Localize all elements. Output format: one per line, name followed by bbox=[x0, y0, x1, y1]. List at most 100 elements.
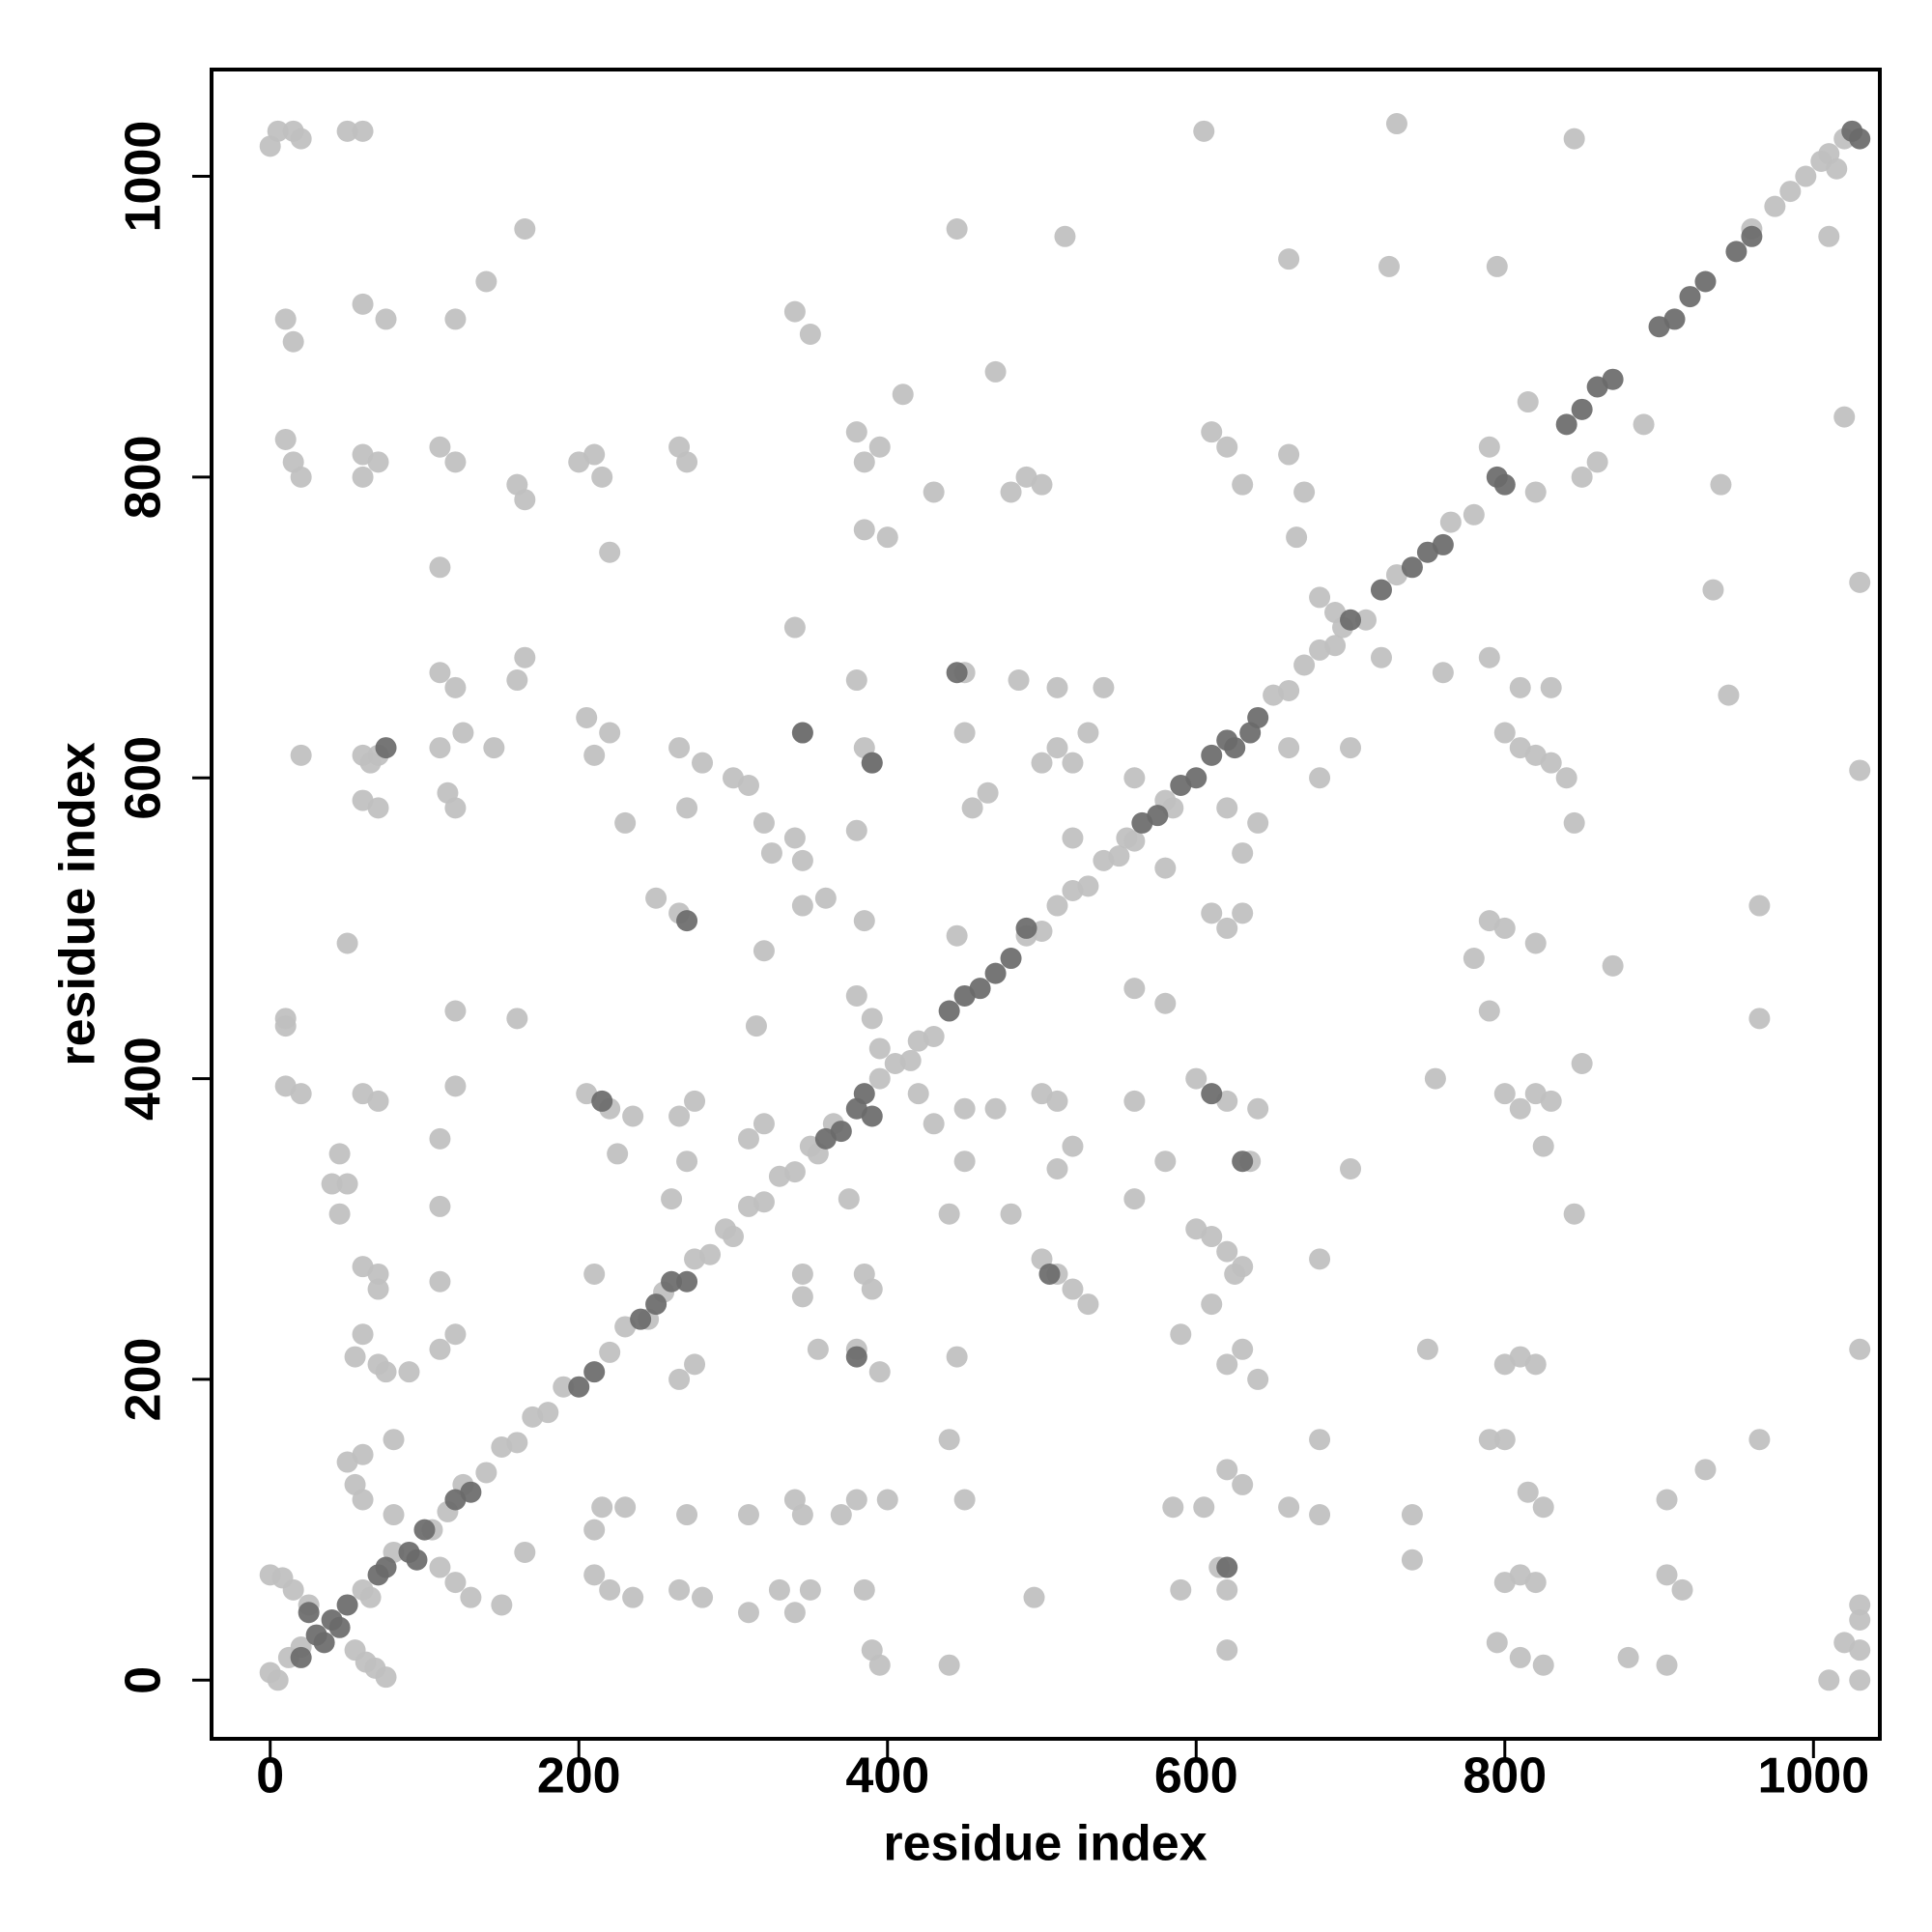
point bbox=[1108, 845, 1130, 867]
point bbox=[783, 1161, 806, 1183]
point bbox=[1278, 737, 1300, 759]
point bbox=[1046, 895, 1068, 917]
point bbox=[321, 1173, 343, 1195]
point bbox=[290, 1646, 312, 1668]
point bbox=[622, 1586, 644, 1608]
point bbox=[1278, 679, 1300, 701]
point bbox=[1532, 1654, 1554, 1676]
point bbox=[1054, 225, 1076, 247]
point bbox=[298, 1602, 320, 1624]
x-tick-label: 200 bbox=[537, 1748, 621, 1804]
point bbox=[791, 722, 813, 744]
plot-frame bbox=[210, 68, 1882, 1741]
point bbox=[1077, 1293, 1099, 1316]
point bbox=[861, 1278, 883, 1300]
point bbox=[1439, 511, 1462, 533]
point bbox=[1524, 932, 1547, 954]
point bbox=[1555, 767, 1577, 789]
point bbox=[1062, 1135, 1084, 1157]
point bbox=[336, 1173, 358, 1195]
point bbox=[282, 330, 304, 353]
point bbox=[783, 616, 806, 639]
point bbox=[460, 1481, 482, 1503]
point bbox=[444, 451, 467, 473]
point bbox=[676, 1270, 698, 1293]
point bbox=[1671, 1578, 1693, 1601]
point bbox=[1062, 1278, 1084, 1300]
point bbox=[946, 662, 968, 684]
point bbox=[1247, 1097, 1269, 1120]
point bbox=[375, 1556, 397, 1578]
point bbox=[406, 1548, 428, 1571]
point bbox=[274, 1015, 297, 1037]
point bbox=[1123, 830, 1146, 852]
point bbox=[853, 1578, 875, 1601]
point bbox=[845, 421, 867, 443]
point bbox=[583, 1263, 606, 1285]
point bbox=[791, 849, 813, 871]
point bbox=[1524, 481, 1547, 503]
point bbox=[429, 662, 451, 684]
point bbox=[923, 1025, 945, 1047]
point bbox=[460, 1586, 482, 1608]
point bbox=[1764, 195, 1786, 217]
point bbox=[591, 1496, 613, 1519]
point bbox=[1401, 1504, 1423, 1526]
point bbox=[923, 481, 945, 503]
y-tick-label: 400 bbox=[116, 1037, 172, 1121]
point bbox=[753, 1191, 775, 1213]
point bbox=[383, 1504, 405, 1526]
point bbox=[1216, 1639, 1238, 1662]
point bbox=[938, 1000, 960, 1022]
point bbox=[745, 1015, 767, 1037]
point bbox=[868, 436, 891, 458]
point bbox=[1309, 1248, 1331, 1270]
point bbox=[1031, 752, 1053, 774]
point bbox=[1309, 586, 1331, 609]
point bbox=[830, 1504, 852, 1526]
point bbox=[1247, 811, 1269, 834]
y-tick-label: 600 bbox=[116, 736, 172, 820]
point bbox=[799, 323, 821, 345]
point bbox=[1571, 398, 1593, 420]
point bbox=[1201, 902, 1223, 924]
point bbox=[367, 1263, 389, 1285]
point bbox=[684, 1353, 706, 1376]
point bbox=[1493, 722, 1516, 744]
point bbox=[1656, 1654, 1678, 1676]
point bbox=[1493, 473, 1516, 496]
point bbox=[699, 1243, 722, 1265]
point bbox=[861, 752, 883, 774]
point bbox=[1000, 481, 1022, 503]
point bbox=[475, 1462, 497, 1484]
point bbox=[290, 128, 312, 150]
point bbox=[1232, 1151, 1254, 1173]
point bbox=[1849, 1669, 1871, 1691]
point bbox=[1602, 954, 1624, 977]
point bbox=[876, 1489, 898, 1511]
point bbox=[583, 744, 606, 766]
point bbox=[1378, 255, 1400, 277]
point bbox=[352, 120, 374, 142]
point bbox=[352, 293, 374, 315]
point bbox=[514, 1541, 536, 1563]
point bbox=[336, 932, 358, 954]
point bbox=[1123, 767, 1146, 789]
point bbox=[568, 1376, 590, 1398]
point bbox=[599, 1578, 621, 1601]
point bbox=[853, 910, 875, 932]
point bbox=[444, 797, 467, 819]
point bbox=[1193, 120, 1215, 142]
point bbox=[938, 1203, 960, 1225]
point bbox=[1046, 1090, 1068, 1112]
point bbox=[1748, 1429, 1771, 1451]
point bbox=[514, 218, 536, 241]
point bbox=[977, 781, 999, 804]
point bbox=[799, 1578, 821, 1601]
point bbox=[1826, 157, 1848, 180]
point bbox=[768, 1578, 790, 1601]
point bbox=[1232, 473, 1254, 496]
point bbox=[1216, 1578, 1238, 1601]
x-tick-label: 600 bbox=[1154, 1748, 1238, 1804]
point bbox=[359, 1586, 382, 1608]
